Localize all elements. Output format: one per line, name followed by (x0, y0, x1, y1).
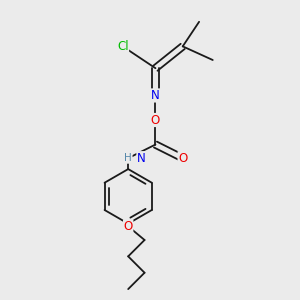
Text: Cl: Cl (117, 40, 128, 53)
Text: O: O (178, 152, 188, 165)
Text: O: O (151, 113, 160, 127)
Text: N: N (151, 89, 160, 102)
Text: N: N (137, 152, 146, 165)
Text: H: H (124, 153, 132, 163)
Text: O: O (124, 220, 133, 233)
